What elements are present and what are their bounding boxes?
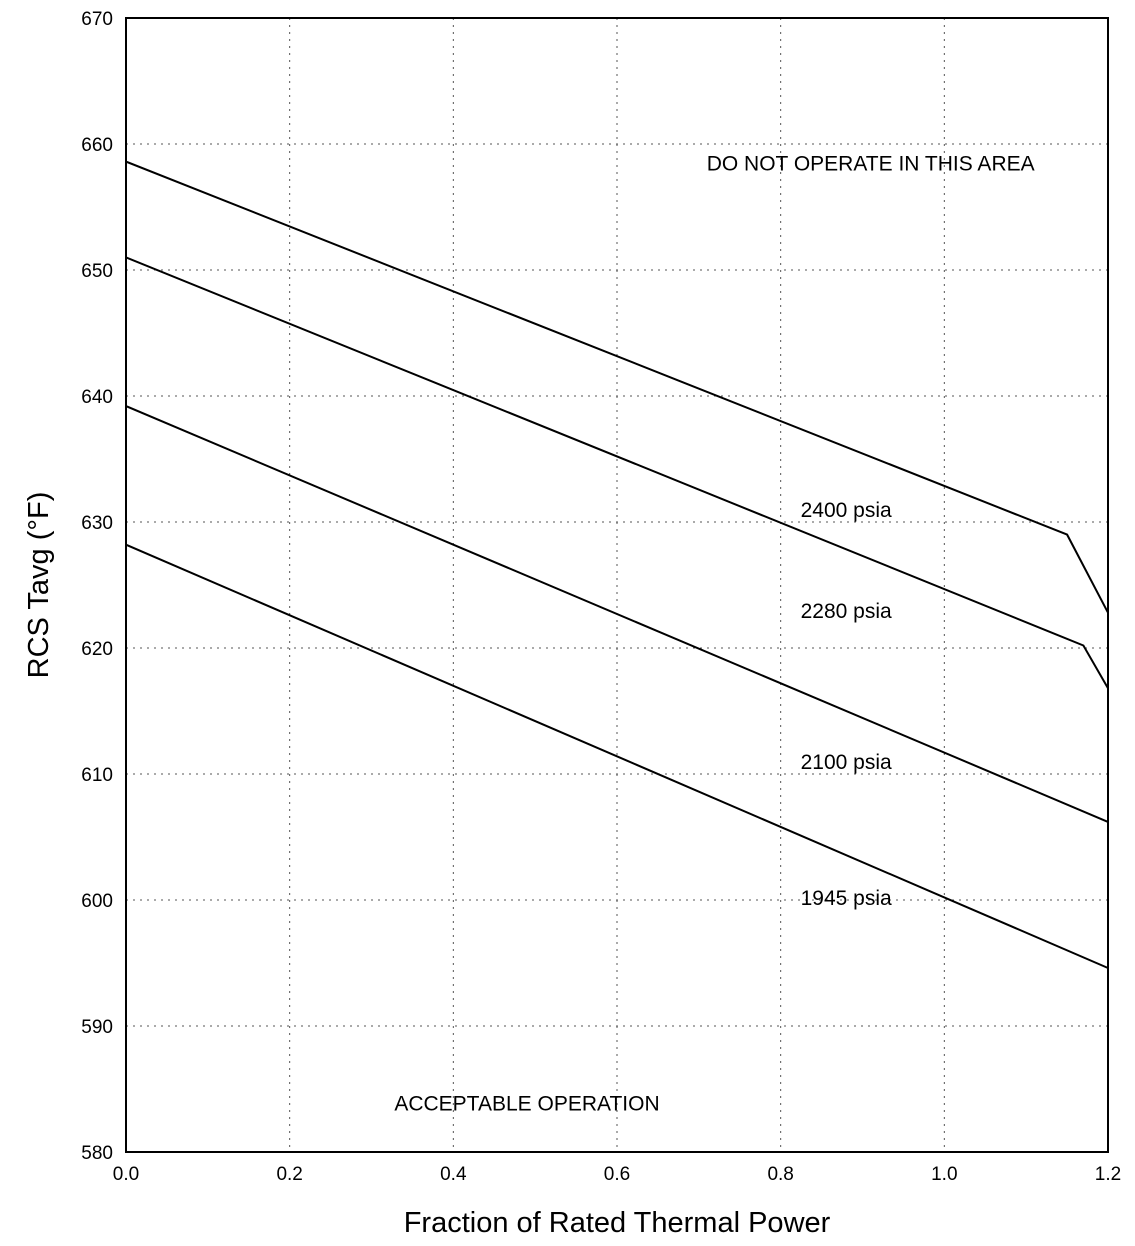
series-line-2100-psia bbox=[125, 405, 1109, 823]
y-tick-label: 650 bbox=[81, 261, 113, 282]
series-line-2400-psia bbox=[125, 160, 1109, 614]
x-tick-label: 0.8 bbox=[767, 1164, 793, 1185]
y-axis-title: RCS Tavg (°F) bbox=[23, 492, 55, 679]
x-tick-label: 1.2 bbox=[1095, 1164, 1121, 1185]
series-line-2280-psia bbox=[125, 256, 1109, 689]
annotation-label: 2100 psia bbox=[801, 751, 892, 774]
annotation-label: 1945 psia bbox=[801, 887, 892, 910]
y-tick-label: 610 bbox=[81, 765, 113, 786]
y-tick-label: 620 bbox=[81, 639, 113, 660]
y-tick-label: 640 bbox=[81, 387, 113, 408]
grid-lines bbox=[126, 18, 1108, 1152]
x-tick-label: 0.2 bbox=[276, 1164, 302, 1185]
y-tick-label: 670 bbox=[81, 9, 113, 30]
series-line-1945-psia bbox=[125, 543, 1109, 969]
y-tick-label: 600 bbox=[81, 891, 113, 912]
y-tick-label: 630 bbox=[81, 513, 113, 534]
x-axis-ticks: 0.0 0.2 0.4 0.6 0.8 1.0 1.2 bbox=[113, 1164, 1121, 1185]
annotation-label: DO NOT OPERATE IN THIS AREA bbox=[707, 152, 1035, 175]
annotation-label: ACCEPTABLE OPERATION bbox=[394, 1092, 659, 1115]
y-tick-label: 590 bbox=[81, 1017, 113, 1038]
series-lines bbox=[125, 160, 1109, 969]
y-axis-ticks: 580 590 600 610 620 630 640 650 660 670 bbox=[81, 9, 113, 1164]
plot-area-frame bbox=[125, 17, 1109, 1153]
x-tick-label: 0.6 bbox=[604, 1164, 630, 1185]
x-tick-label: 1.0 bbox=[931, 1164, 957, 1185]
annotation-label: 2400 psia bbox=[801, 499, 892, 522]
x-tick-label: 0.4 bbox=[440, 1164, 467, 1185]
y-tick-label: 580 bbox=[81, 1143, 113, 1164]
x-tick-label: 0.0 bbox=[113, 1164, 139, 1185]
annotation-label: 2280 psia bbox=[801, 600, 892, 623]
y-tick-label: 660 bbox=[81, 135, 113, 156]
annotations: DO NOT OPERATE IN THIS AREA 2400 psia 2280… bbox=[394, 152, 1034, 1115]
x-axis-title: Fraction of Rated Thermal Power bbox=[404, 1207, 831, 1239]
